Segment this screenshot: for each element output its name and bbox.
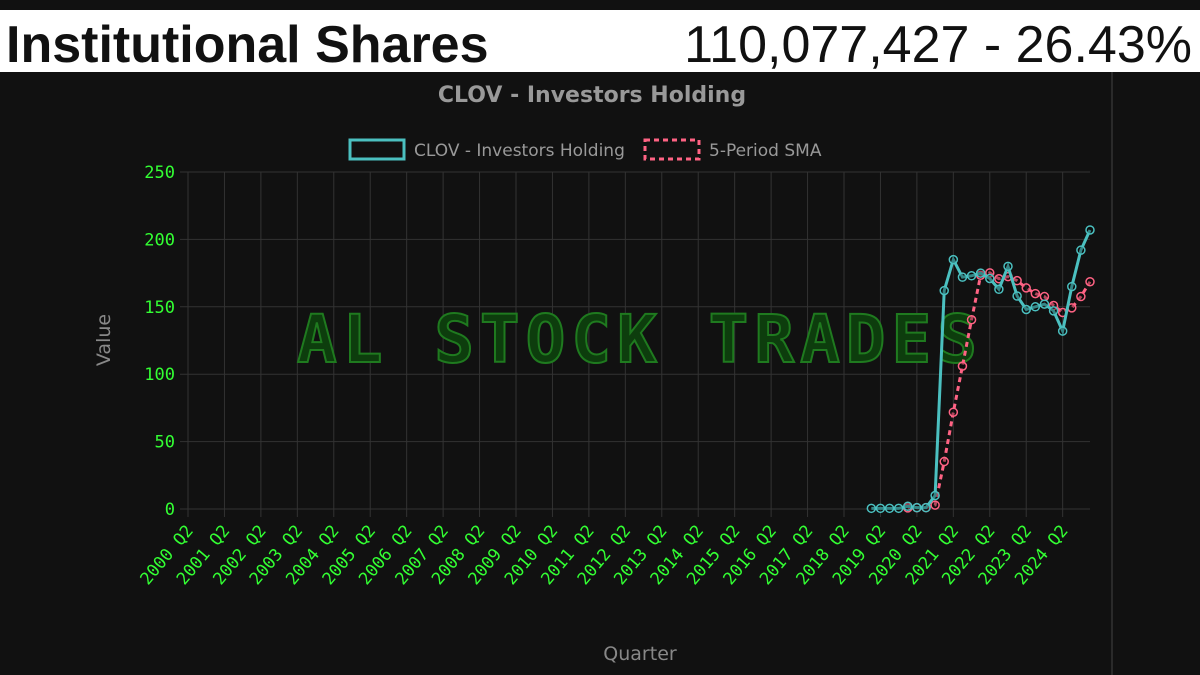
point bbox=[939, 285, 949, 296]
series-line bbox=[871, 229, 1092, 510]
point bbox=[930, 490, 940, 501]
point bbox=[875, 503, 886, 514]
header-value: 110,077,427 - 26.43% bbox=[684, 16, 1192, 74]
point bbox=[957, 361, 968, 371]
point bbox=[921, 502, 931, 513]
point bbox=[1076, 245, 1086, 255]
point bbox=[957, 272, 968, 282]
legend-swatch bbox=[643, 138, 701, 161]
point bbox=[1030, 288, 1041, 299]
y-tick-label: 50 bbox=[155, 433, 175, 453]
header-bar bbox=[0, 10, 1200, 72]
y-tick-label: 250 bbox=[144, 163, 175, 183]
y-axis-title: Value bbox=[93, 314, 115, 366]
legend-swatch bbox=[348, 138, 406, 161]
header-label: Institutional Shares bbox=[6, 16, 489, 74]
point bbox=[1012, 291, 1022, 301]
point bbox=[975, 268, 986, 278]
point bbox=[966, 314, 977, 325]
point bbox=[1085, 276, 1095, 287]
point bbox=[884, 503, 895, 514]
point bbox=[1076, 291, 1086, 302]
point bbox=[985, 273, 995, 284]
point bbox=[1021, 304, 1031, 315]
point bbox=[1085, 225, 1095, 235]
point bbox=[1039, 299, 1050, 309]
point bbox=[939, 456, 949, 467]
point bbox=[948, 407, 959, 417]
point bbox=[903, 501, 913, 512]
y-tick-label: 200 bbox=[144, 230, 175, 250]
point bbox=[912, 502, 922, 513]
y-tick-label: 150 bbox=[144, 298, 175, 318]
legend-label: 5-Period SMA bbox=[709, 141, 822, 161]
y-tick-label: 100 bbox=[144, 365, 175, 385]
point bbox=[930, 500, 940, 510]
watermark: AL STOCK TRADES bbox=[297, 301, 983, 378]
point bbox=[1021, 283, 1031, 293]
legend-label: CLOV - Investors Holding bbox=[414, 141, 625, 161]
point bbox=[1057, 326, 1068, 336]
y-tick-label: 0 bbox=[165, 500, 175, 520]
x-axis-title: Quarter bbox=[603, 643, 677, 665]
point bbox=[893, 503, 904, 514]
point bbox=[1003, 261, 1013, 272]
point bbox=[1048, 306, 1059, 316]
point bbox=[948, 254, 959, 265]
point bbox=[1067, 281, 1077, 292]
point bbox=[866, 503, 877, 514]
chart-title: CLOV - Investors Holding bbox=[438, 83, 746, 108]
point bbox=[1030, 302, 1041, 312]
point bbox=[994, 284, 1004, 295]
point bbox=[966, 271, 977, 281]
